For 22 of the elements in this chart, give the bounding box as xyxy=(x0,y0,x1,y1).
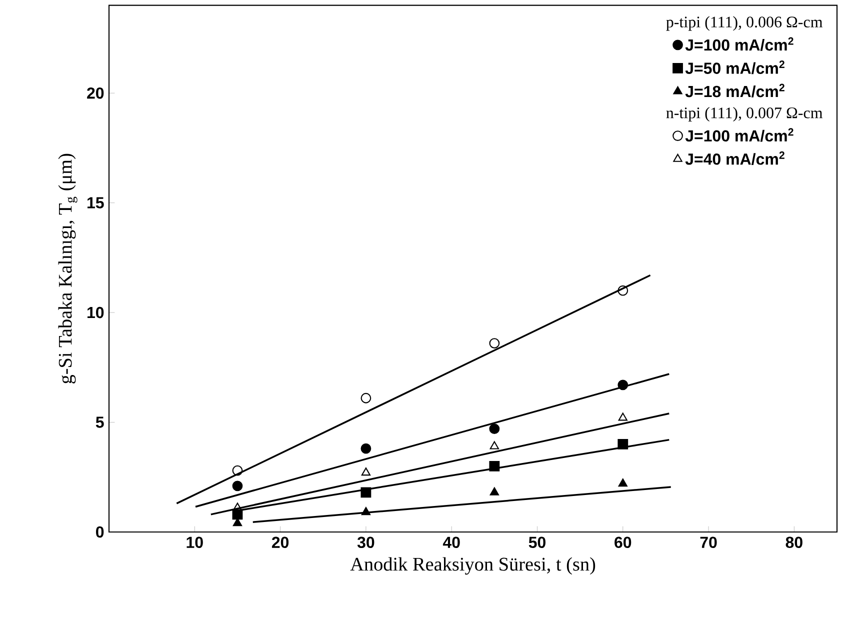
legend-label: J=100 mA/cm$^{2}$ xyxy=(685,37,794,51)
x-tick-label: 40 xyxy=(442,536,460,548)
y-tick-label: 10 xyxy=(88,306,104,318)
legend-label: J=40 mA/cm$^{2}$ xyxy=(685,151,784,165)
y-tick-label: 0 xyxy=(96,526,104,538)
x-axis-title: Anodik Reaksiyon Süresi, t (sn) xyxy=(350,557,596,575)
x-tick-label: 50 xyxy=(528,536,546,548)
annotation: p-tipi (111), 0.006 Ω-cm xyxy=(666,16,823,31)
x-tick-label: 60 xyxy=(614,536,632,548)
x-tick-label: 80 xyxy=(786,536,802,548)
annotation: n-tipi (111), 0.007 Ω-cm xyxy=(666,107,823,122)
x-tick-label: 20 xyxy=(272,536,289,548)
y-tick-label: 15 xyxy=(88,197,104,208)
y-axis-title: g-Si Tabaka Kalınıgı, T$_{g}$ (μm) xyxy=(58,154,78,384)
y-tick-label: 20 xyxy=(87,87,104,99)
x-tick-label: 30 xyxy=(357,536,374,548)
y-tick-label: 5 xyxy=(96,416,104,428)
legend-label: J=100 mA/cm$^{2}$ xyxy=(685,128,794,142)
legend-label: J=18 mA/cm$^{2}$ xyxy=(685,84,784,98)
x-tick-label: 70 xyxy=(700,536,717,548)
x-tick-label: 10 xyxy=(186,536,203,548)
legend-label: J=50 mA/cm$^{2}$ xyxy=(685,60,784,74)
